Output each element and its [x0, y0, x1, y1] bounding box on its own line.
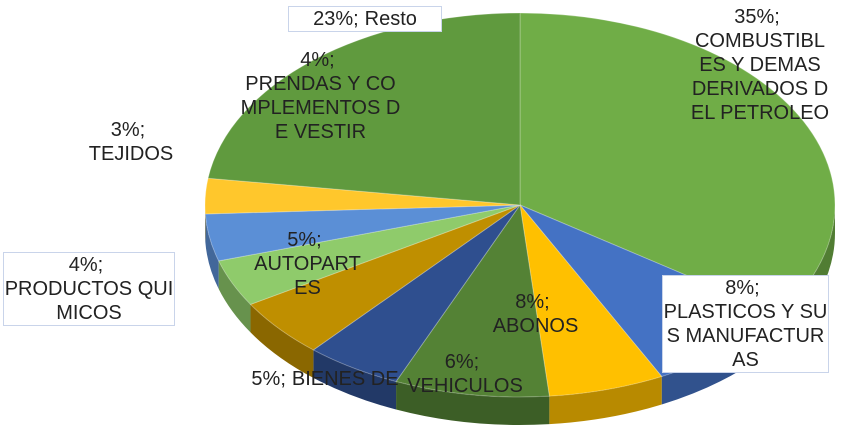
data-label: 4%; PRODUCTOS QUIMICOS — [3, 252, 175, 326]
pie-slice — [204, 204, 521, 262]
value-label: 35%; — [734, 6, 780, 28]
value-label: 5%; — [251, 368, 286, 390]
data-label: 8%; PLASTICOS Y SUS MANUFACTURAS — [662, 275, 829, 373]
pie-side — [250, 304, 314, 378]
data-label: 4%; PRENDAS Y COMPLEMENTOS DE VESTIR — [238, 48, 403, 144]
category-label: COMBUSTIBLES Y DEMAS DERIVADOS DEL PETRO… — [690, 30, 830, 124]
pie-slice — [204, 177, 521, 215]
value-label: 4%; — [300, 49, 335, 71]
pie-slice — [519, 203, 663, 397]
category-label: AUTOPARTES — [254, 253, 361, 299]
pie-side — [313, 349, 397, 410]
category-label: Resto — [364, 8, 417, 30]
category-label: ABONOS — [492, 315, 579, 337]
pie-slice — [519, 12, 836, 316]
data-label: 6%; VEHICULOS — [405, 350, 525, 398]
pie-side — [549, 376, 662, 425]
category-label: BIENES DE — [291, 368, 399, 390]
pie-slice — [312, 204, 521, 383]
pie-side — [396, 381, 550, 425]
value-label: 4%; — [68, 254, 104, 276]
data-label: 5%; AUTOPARTES — [250, 228, 365, 300]
data-label: 35%; COMBUSTIBLES Y DEMAS DERIVADOS DEL P… — [690, 5, 830, 125]
pie-slice — [207, 12, 521, 206]
pie-side — [205, 213, 219, 289]
value-label: 8%; — [515, 291, 550, 313]
pie-slice — [249, 204, 521, 351]
value-label: 5%; — [287, 229, 322, 251]
data-label: 23%; Resto — [288, 6, 442, 32]
category-label: PRENDAS Y COMPLEMENTOS DE VESTIR — [240, 73, 401, 143]
value-label: 3%; — [110, 119, 146, 141]
value-label: 23%; — [313, 8, 359, 30]
category-label: PRODUCTOS QUIMICOS — [4, 278, 174, 324]
pie-slice — [217, 204, 521, 306]
category-label: TEJIDOS — [88, 143, 174, 165]
pie-slice — [395, 203, 550, 398]
category-label: VEHICULOS — [407, 375, 523, 397]
data-label: 8%; ABONOS — [478, 290, 593, 338]
value-label: 6%; — [444, 351, 480, 373]
category-label: PLASTICOS Y SUS MANUFACTURAS — [663, 301, 828, 371]
value-label: 8%; — [725, 277, 760, 299]
data-label: 3%; TEJIDOS — [72, 118, 190, 166]
data-label: 5%; BIENES DE — [245, 367, 405, 391]
pie-side — [218, 260, 251, 333]
